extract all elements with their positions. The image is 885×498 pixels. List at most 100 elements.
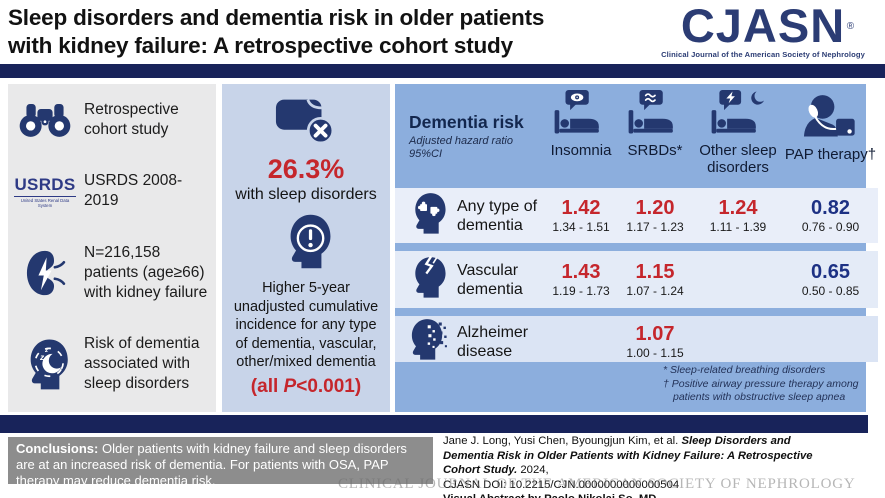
head-puzzle-icon bbox=[405, 190, 449, 241]
conclusions-text: Older patients with kidney failure and s… bbox=[16, 441, 407, 488]
confidence-interval: 1.00 - 1.15 bbox=[626, 345, 684, 360]
hazard-ratio: 1.43 bbox=[561, 260, 601, 283]
confidence-interval: 1.34 - 1.51 bbox=[552, 219, 610, 234]
risk-row-any-dementia: Any type of dementia 1.42 1.34 - 1.51 1.… bbox=[395, 188, 878, 243]
header-divider-bar bbox=[0, 64, 885, 78]
footnote-srbd: * Sleep-related breathing disorders bbox=[663, 364, 826, 376]
confidence-interval: 1.19 - 1.73 bbox=[552, 283, 610, 298]
hr-cell: 1.15 1.07 - 1.24 bbox=[617, 260, 693, 298]
binoculars-icon bbox=[14, 100, 76, 140]
head-sleep-icon: z z bbox=[14, 337, 76, 391]
head-alert-icon bbox=[277, 212, 335, 275]
column-pap: PAP therapy† bbox=[783, 84, 878, 188]
prevalence-caption: with sleep disorders bbox=[235, 186, 377, 203]
svg-text:z: z bbox=[44, 347, 49, 354]
hr-cell: 1.20 1.17 - 1.23 bbox=[617, 196, 693, 234]
hazard-ratio: 1.20 bbox=[635, 196, 675, 219]
incidence-finding: Higher 5-year unadjusted cumulative inci… bbox=[233, 280, 379, 370]
confidence-interval: 1.17 - 1.23 bbox=[626, 219, 684, 234]
risk-table-header: Dementia risk Adjusted hazard ratio 95%C… bbox=[395, 84, 878, 188]
risk-panel: Dementia risk Adjusted hazard ratio 95%C… bbox=[395, 84, 878, 412]
page-title: Sleep disorders and dementia risk in old… bbox=[8, 4, 628, 60]
bed-eye-icon bbox=[553, 90, 609, 140]
journal-logo: CJASN ® Clinical Journal of the American … bbox=[645, 0, 881, 60]
column-label: PAP therapy† bbox=[784, 146, 877, 163]
hazard-ratio: 1.42 bbox=[561, 196, 601, 219]
hazard-ratio: 0.82 bbox=[811, 196, 850, 219]
study-item-text: Retrospective cohort study bbox=[84, 101, 179, 138]
conclusions-box: Conclusions: Older patients with kidney … bbox=[8, 437, 433, 488]
row-label: Any type of dementia bbox=[457, 197, 538, 234]
risk-row-vascular-dementia: Vascular dementia 1.43 1.19 - 1.73 1.15 … bbox=[395, 251, 878, 308]
usrds-tagline: United States Renal Data System bbox=[14, 195, 76, 208]
confidence-interval: 0.50 - 0.85 bbox=[801, 283, 860, 298]
risk-subtitle: Adjusted hazard ratio 95%CI bbox=[409, 135, 513, 160]
study-panel: Retrospective cohort study USRDS United … bbox=[8, 84, 216, 412]
column-insomnia: Insomnia bbox=[545, 84, 617, 188]
hr-cell-empty bbox=[693, 341, 783, 342]
citation-credit: Visual Abstract by Paolo Nikolai So, MD bbox=[443, 492, 843, 498]
usrds-logo: USRDS United States Renal Data System bbox=[14, 175, 76, 208]
svg-text:z: z bbox=[39, 352, 45, 362]
journal-logo-word: CJASN ® bbox=[680, 0, 856, 52]
prevalence-stat: 26.3% bbox=[267, 154, 345, 184]
confidence-interval: 1.07 - 1.24 bbox=[626, 283, 684, 298]
usrds-wordmark: USRDS bbox=[14, 174, 76, 194]
registered-mark: ® bbox=[846, 21, 856, 32]
bed-flash-moon-icon bbox=[707, 90, 769, 140]
confidence-interval: 1.11 - 1.39 bbox=[709, 219, 767, 234]
risk-footnotes: * Sleep-related breathing disorders † Po… bbox=[663, 364, 863, 405]
hazard-ratio: 1.24 bbox=[718, 196, 758, 219]
hr-cell: 0.82 0.76 - 0.90 bbox=[783, 196, 878, 234]
p-value: (all P<0.001) bbox=[250, 375, 362, 397]
prevalence-panel: 26.3% with sleep disorders Higher 5-year… bbox=[222, 84, 390, 412]
hr-cell-empty bbox=[545, 341, 617, 342]
hr-cell: 1.43 1.19 - 1.73 bbox=[545, 260, 617, 298]
study-item-design: Retrospective cohort study bbox=[14, 100, 210, 140]
column-srbds: SRBDs* bbox=[617, 84, 693, 188]
citation-block: Jane J. Long, Yusi Chen, Byoungjun Kim, … bbox=[443, 434, 843, 498]
hazard-ratio: 1.15 bbox=[635, 260, 675, 283]
study-item-outcome: z z Risk of dementia associated with sle… bbox=[14, 334, 210, 394]
confidence-interval: 0.76 - 0.90 bbox=[801, 219, 860, 234]
pap-mask-icon bbox=[802, 90, 860, 144]
hr-cell-empty bbox=[693, 279, 783, 280]
citation-year: 2024, bbox=[517, 464, 549, 476]
hr-cell: 1.07 1.00 - 1.15 bbox=[617, 322, 693, 360]
risk-row-alzheimer: Alzheimer disease 1.07 1.00 - 1.15 bbox=[395, 316, 878, 362]
column-label: Other sleep disorders bbox=[699, 142, 777, 176]
row-label: Vascular dementia bbox=[457, 261, 523, 298]
column-label: Insomnia bbox=[550, 142, 612, 159]
bed-x-icon bbox=[273, 96, 339, 152]
hazard-ratio: 0.65 bbox=[811, 260, 850, 283]
journal-tagline: Clinical Journal of the American Society… bbox=[661, 50, 865, 59]
study-item-text: Risk of dementia associated with sleep d… bbox=[84, 334, 200, 392]
hr-cell: 1.42 1.34 - 1.51 bbox=[545, 196, 617, 234]
study-item-text: USRDS 2008-2019 bbox=[84, 172, 183, 210]
citation-authors: Jane J. Long, Yusi Chen, Byoungjun Kim, … bbox=[443, 435, 682, 447]
column-label: SRBDs* bbox=[627, 142, 683, 159]
row-label: Alzheimer disease bbox=[457, 323, 529, 360]
head-crack-icon bbox=[405, 254, 449, 305]
hr-cell: 1.24 1.11 - 1.39 bbox=[693, 196, 783, 234]
risk-title: Dementia risk bbox=[409, 112, 524, 132]
column-other-sleep: Other sleep disorders bbox=[693, 84, 783, 188]
footer-divider-bar bbox=[0, 415, 868, 433]
kidney-icon bbox=[14, 247, 76, 299]
hazard-ratio: 1.07 bbox=[635, 322, 675, 345]
study-item-registry: USRDS United States Renal Data System US… bbox=[14, 171, 210, 211]
head-pixels-icon bbox=[405, 316, 449, 367]
citation-title: Sleep Disorders and Dementia Risk in Old… bbox=[443, 435, 813, 476]
hr-cell-empty bbox=[783, 341, 878, 342]
hr-cell: 0.65 0.50 - 0.85 bbox=[783, 260, 878, 298]
citation-doi: CJASN DOI: 10.2215/CJN.0000000000000504 bbox=[443, 478, 680, 491]
bed-breathing-icon bbox=[627, 90, 683, 140]
title-line-2: with kidney failure: A retrospective coh… bbox=[8, 33, 513, 58]
footnote-pap: † Positive airway pressure therapy among… bbox=[663, 378, 859, 403]
title-line-1: Sleep disorders and dementia risk in old… bbox=[8, 5, 545, 30]
conclusions-label: Conclusions: bbox=[16, 441, 99, 456]
risk-title-block: Dementia risk Adjusted hazard ratio 95%C… bbox=[395, 84, 545, 188]
study-item-text: N=216,158 patients (age≥66) with kidney … bbox=[84, 243, 208, 301]
study-item-population: N=216,158 patients (age≥66) with kidney … bbox=[14, 243, 210, 303]
